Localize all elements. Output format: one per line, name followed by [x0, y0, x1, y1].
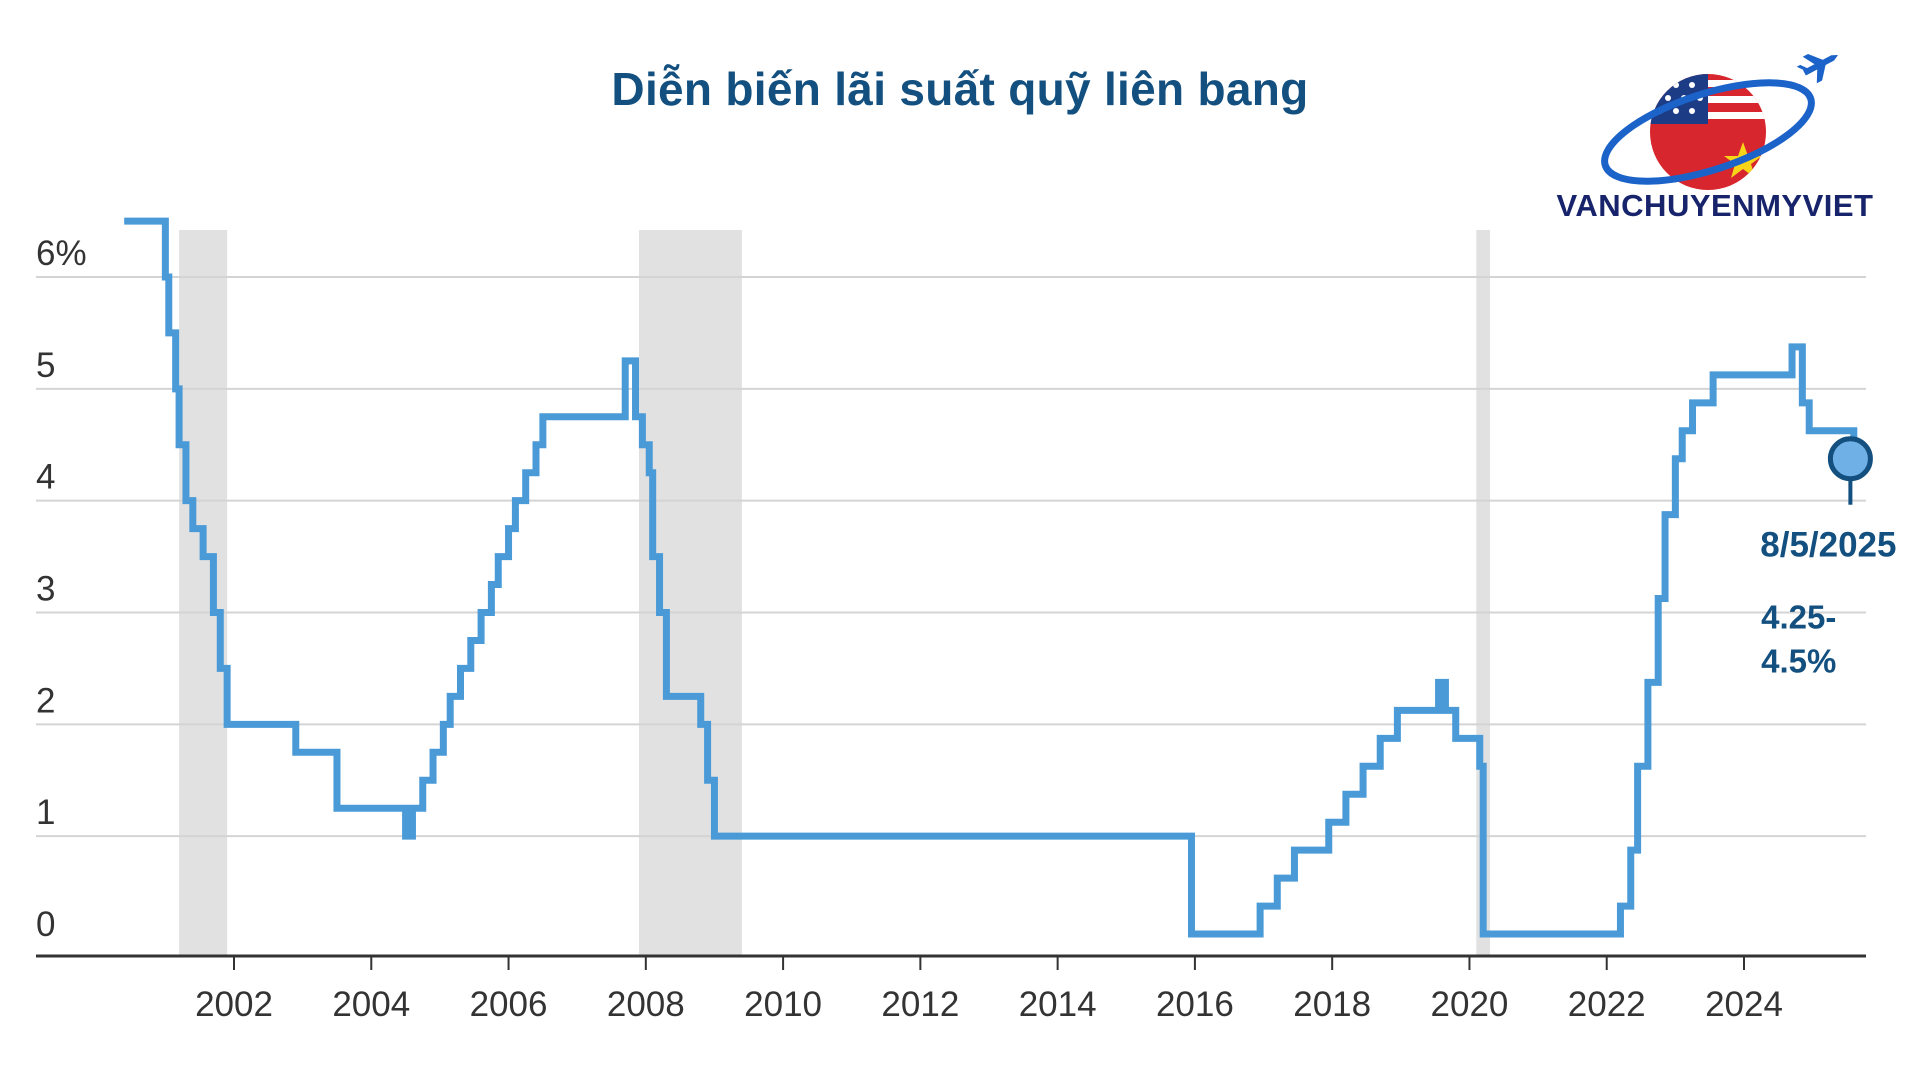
- y-tick-label: 2: [36, 681, 55, 720]
- x-tick-label: 2022: [1568, 985, 1646, 1024]
- rate-line: [124, 217, 1858, 938]
- x-tick-label: 2006: [470, 985, 548, 1024]
- x-tick-label: 2002: [195, 985, 273, 1024]
- y-tick-label: 6%: [36, 234, 87, 273]
- annotation-marker: [1827, 436, 1873, 482]
- annotation-value-line1: 4.25-: [1761, 599, 1836, 636]
- x-tick-label: 2012: [881, 985, 959, 1024]
- chart-title: Diễn biến lãi suất quỹ liên bang: [611, 63, 1309, 115]
- x-tick-label: 2016: [1156, 985, 1234, 1024]
- y-tick-label: 4: [36, 458, 55, 497]
- y-tick-label: 5: [36, 346, 55, 385]
- y-tick-label: 0: [36, 905, 55, 944]
- recession-band: [179, 230, 228, 956]
- recession-band: [638, 230, 742, 956]
- x-tick-label: 2004: [332, 985, 410, 1024]
- globe-airplane-us-vietnam-flag-icon: [1601, 53, 1839, 190]
- x-tick-label: 2018: [1293, 985, 1371, 1024]
- brand-name: VANCHUYENMYVIET: [1556, 188, 1874, 223]
- y-tick-label: 1: [36, 793, 55, 832]
- x-tick-label: 2020: [1431, 985, 1509, 1024]
- x-tick-label: 2008: [607, 985, 685, 1024]
- y-tick-label: 3: [36, 570, 55, 609]
- x-tick-label: 2024: [1705, 985, 1783, 1024]
- annotation-date: 8/5/2025: [1760, 526, 1896, 565]
- x-tick-label: 2010: [744, 985, 822, 1024]
- annotation-value-line2: 4.5%: [1761, 643, 1836, 680]
- x-tick-label: 2014: [1019, 985, 1097, 1024]
